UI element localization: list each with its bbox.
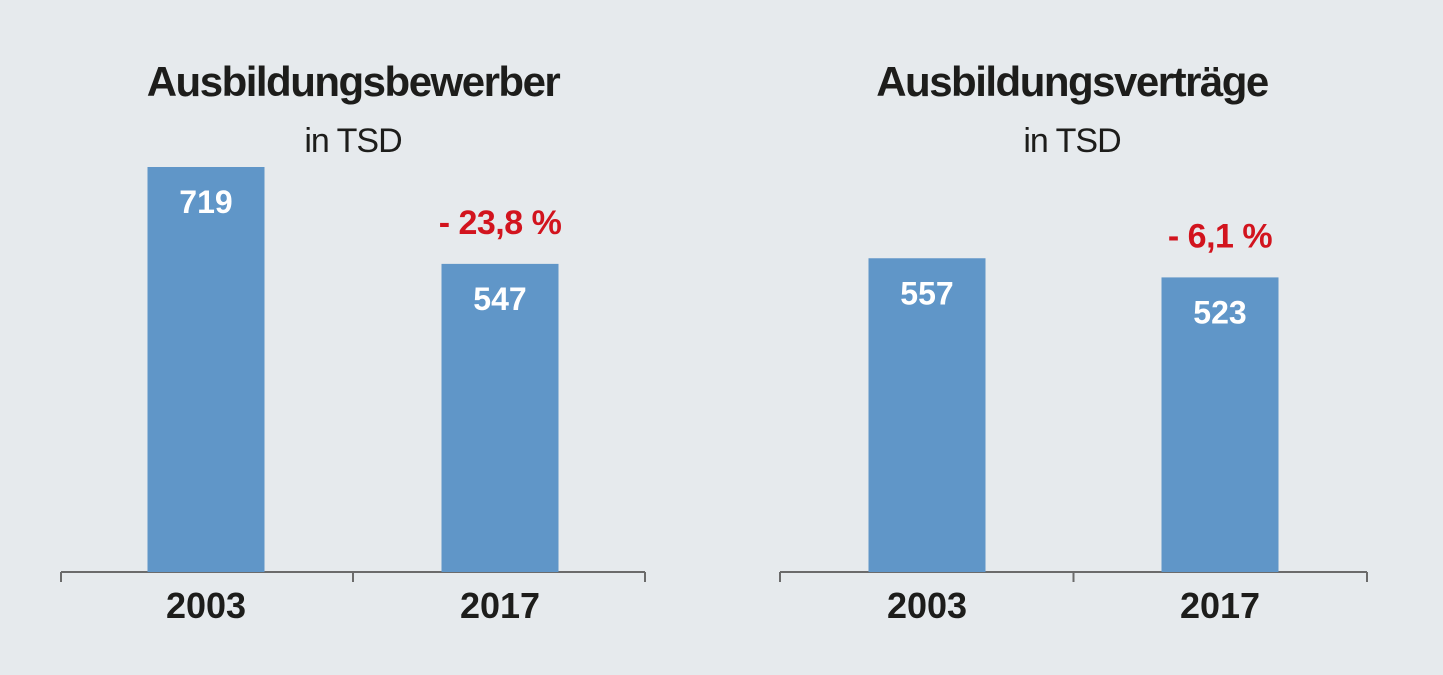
x-tick-label: 2003 xyxy=(887,585,967,626)
x-tick-label: 2017 xyxy=(460,585,540,626)
bar-value-label: 523 xyxy=(1193,294,1246,330)
chart-ausbildungsbewerber: Ausbildungsbewerber in TSD xyxy=(147,58,562,160)
x-tick-label: 2003 xyxy=(166,585,246,626)
change-annotation: - 6,1 % xyxy=(1168,217,1272,255)
bar-value-label: 547 xyxy=(473,281,526,317)
x-tick-label: 2017 xyxy=(1180,585,1260,626)
chart-ausbildungsvertraege: Ausbildungsverträge in TSD xyxy=(876,58,1269,160)
chart-marks: 719 2003 547 2017 - 23,8 % 557 2003 523 2017 - 6,… xyxy=(60,167,1368,626)
bar xyxy=(1161,277,1279,572)
bar-value-label: 719 xyxy=(179,184,232,220)
chart-subtitle: in TSD xyxy=(304,122,401,160)
chart-subtitle: in TSD xyxy=(1023,122,1120,160)
bar xyxy=(147,167,265,572)
bar-value-label: 557 xyxy=(900,275,953,311)
chart-title: Ausbildungsverträge xyxy=(876,58,1268,105)
bar xyxy=(441,263,559,572)
chart-title: Ausbildungsbewerber xyxy=(147,58,561,105)
bar xyxy=(868,258,986,572)
change-annotation: - 23,8 % xyxy=(439,204,562,242)
